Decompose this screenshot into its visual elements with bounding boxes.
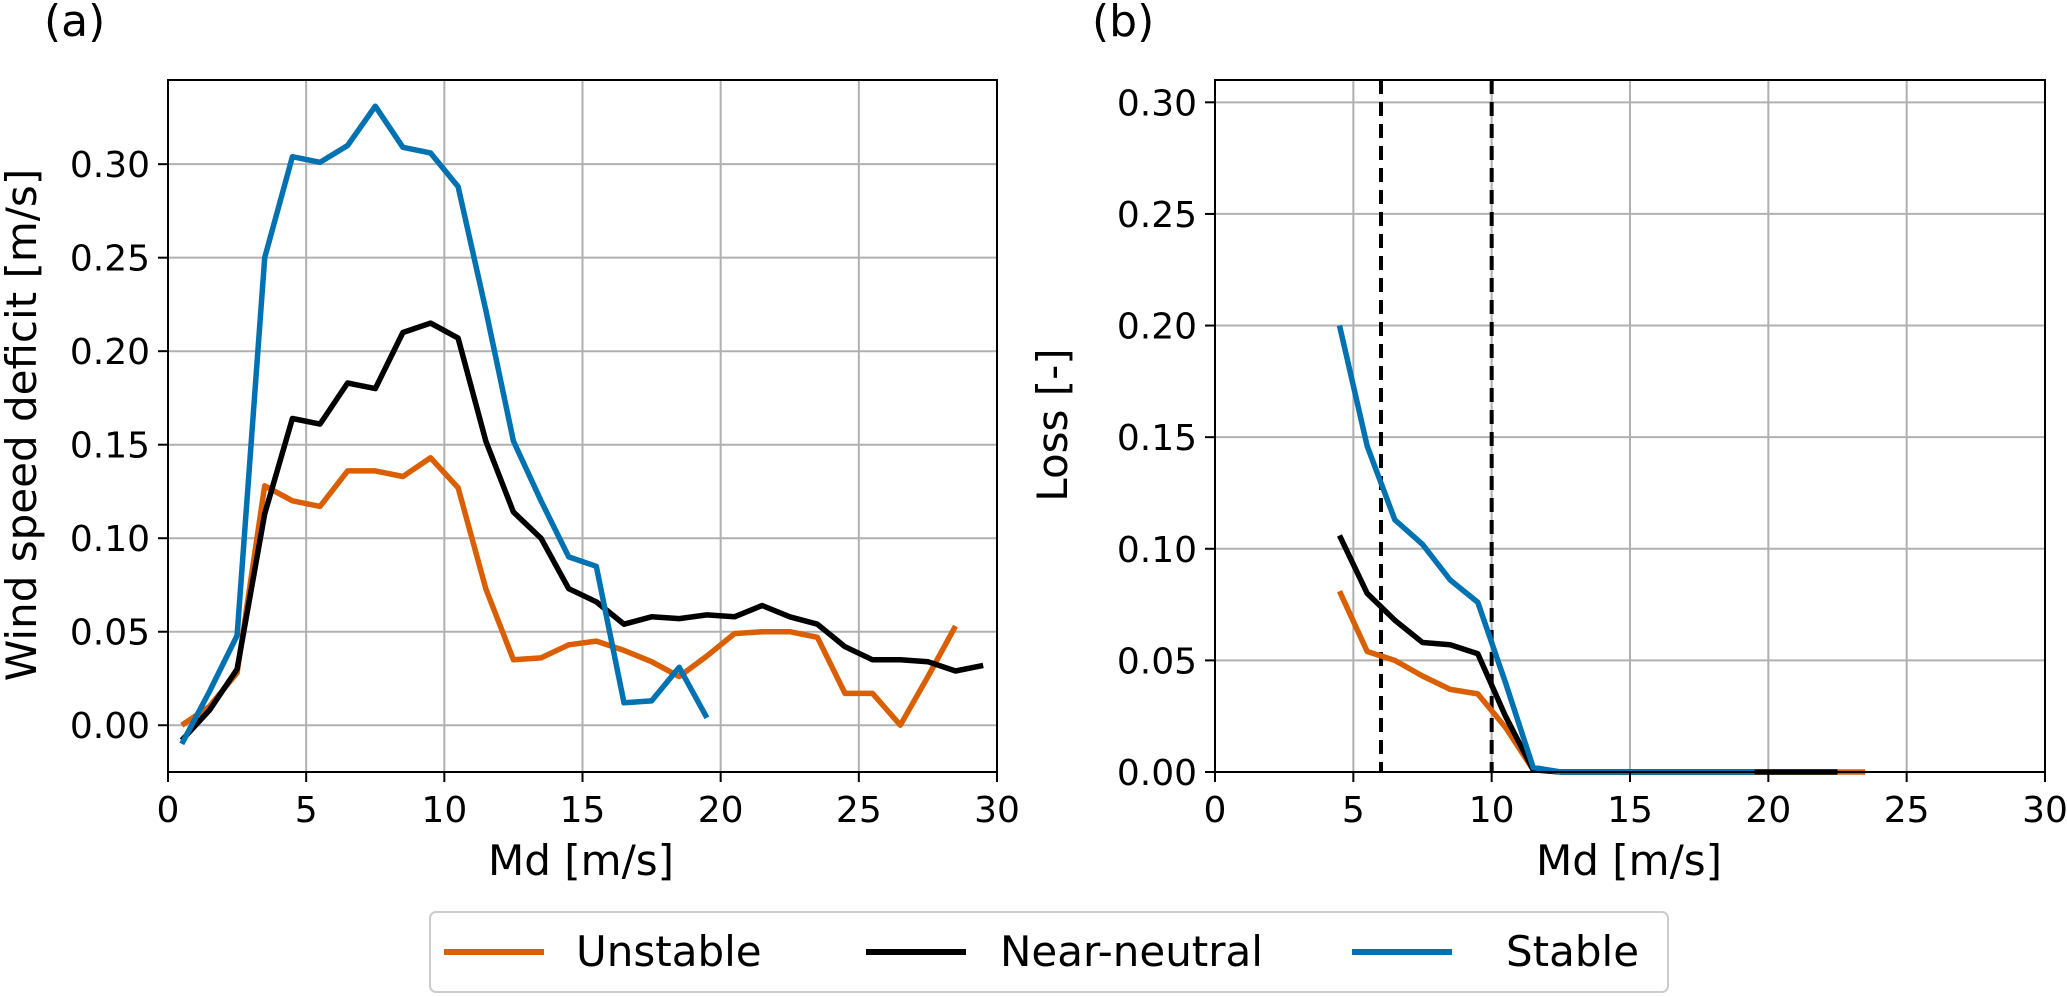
legend-label-near-neutral: Near-neutral <box>1000 927 1263 976</box>
y-tick-label: 0.10 <box>1117 530 1197 571</box>
x-tick-label: 10 <box>1469 790 1515 831</box>
series-line-near-neutral <box>179 320 984 743</box>
panel-b: (b) 0 5 10 15 20 25 30 0.00 0.05 0.10 0.15 0.20 0.25… <box>1028 0 2067 885</box>
legend: Unstable Near-neutral Stable <box>429 911 1669 993</box>
legend-entry-stable: Stable <box>1352 927 1639 976</box>
panel-a-label: (a) <box>44 0 105 47</box>
x-tick-label: 25 <box>836 790 882 831</box>
panel-b-label: (b) <box>1092 0 1154 47</box>
x-tick-label: 10 <box>421 790 467 831</box>
y-tick-label: 0.30 <box>70 145 150 186</box>
panel-b-ylabel: Loss [-] <box>1028 348 1077 501</box>
x-tick-label: 20 <box>1745 790 1791 831</box>
legend-label-unstable: Unstable <box>576 927 762 976</box>
panel-a-xlabel: Md [m/s] <box>488 836 674 885</box>
x-tick-label: 0 <box>157 790 180 831</box>
y-tick-label: 0.15 <box>1117 418 1197 459</box>
series-line-stable <box>179 103 710 746</box>
x-tick-label: 30 <box>2022 790 2067 831</box>
y-tick-label: 0.05 <box>70 613 150 654</box>
x-tick-label: 20 <box>698 790 744 831</box>
x-tick-label: 15 <box>1607 790 1653 831</box>
y-tick-label: 0.25 <box>1117 195 1197 236</box>
y-tick-label: 0.30 <box>1117 83 1197 124</box>
x-tick-label: 5 <box>295 790 318 831</box>
y-tick-label: 0.15 <box>70 426 150 467</box>
panel-a-series <box>179 103 984 746</box>
legend-entry-unstable: Unstable <box>444 927 762 976</box>
y-tick-label: 0.10 <box>70 519 150 560</box>
panel-a-ticks: 0 5 10 15 20 25 30 0.00 0.05 0.10 0.15 0.20 0.25 0.30 <box>70 145 1020 831</box>
panel-b-xlabel: Md [m/s] <box>1536 836 1722 885</box>
y-tick-label: 0.20 <box>1117 307 1197 348</box>
y-tick-label: 0.25 <box>70 239 150 280</box>
panel-b-ticks: 0 5 10 15 20 25 30 0.00 0.05 0.10 0.15 0.20 0.25 0.30 <box>1117 83 2067 831</box>
x-tick-label: 25 <box>1884 790 1930 831</box>
series-line-unstable <box>180 455 958 728</box>
panel-a: (a) 0 5 10 15 20 25 30 0.00 0.05 0.10 0.15 0.20 0.25… <box>0 0 1020 885</box>
y-tick-label: 0.00 <box>70 706 150 747</box>
legend-label-stable: Stable <box>1506 927 1639 976</box>
legend-box <box>429 911 1669 993</box>
x-tick-label: 30 <box>974 790 1020 831</box>
y-tick-label: 0.20 <box>70 332 150 373</box>
x-tick-label: 15 <box>560 790 606 831</box>
x-tick-label: 0 <box>1204 790 1227 831</box>
legend-entry-near-neutral: Near-neutral <box>866 927 1263 976</box>
y-tick-label: 0.05 <box>1117 641 1197 682</box>
x-tick-label: 5 <box>1342 790 1365 831</box>
panel-a-ylabel: Wind speed deficit [m/s] <box>0 169 46 681</box>
y-tick-label: 0.00 <box>1117 753 1197 794</box>
